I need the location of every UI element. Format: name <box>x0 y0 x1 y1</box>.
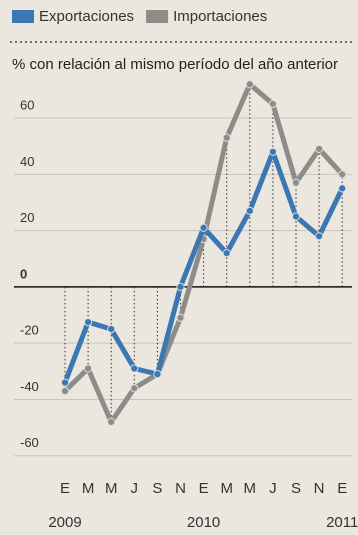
x-tick-label: M <box>82 480 95 497</box>
point <box>268 147 277 156</box>
x-tick-label: M <box>220 480 233 497</box>
point <box>176 282 185 291</box>
x-tick-label: M <box>105 480 118 497</box>
point <box>153 370 162 379</box>
point <box>338 170 347 179</box>
year-label: 2009 <box>48 514 81 531</box>
point <box>60 378 70 387</box>
point <box>291 178 301 187</box>
legend-label: Exportaciones <box>39 8 134 25</box>
point <box>130 364 139 373</box>
x-tick-label: E <box>337 480 347 497</box>
x-tick-label: J <box>131 480 139 497</box>
y-tick-label: -20 <box>20 323 39 338</box>
point <box>84 317 93 327</box>
point <box>60 386 70 396</box>
series-line <box>62 149 345 384</box>
point <box>107 417 116 427</box>
series-line <box>63 81 345 425</box>
point <box>315 144 324 154</box>
point <box>84 364 93 373</box>
point <box>338 184 347 193</box>
point <box>176 313 185 322</box>
point <box>291 212 301 221</box>
year-label: 2010 <box>187 514 220 531</box>
year-label: 2011 <box>326 514 358 531</box>
point <box>199 223 208 232</box>
x-tick-label: N <box>314 480 325 497</box>
x-tick-label: S <box>152 480 162 497</box>
y-tick-label: 60 <box>20 97 34 112</box>
y-tick-label: -40 <box>20 379 39 394</box>
legend-swatch <box>12 10 34 23</box>
x-tick-label: S <box>291 480 301 497</box>
y-tick-label: -60 <box>20 435 39 450</box>
x-tick-label: E <box>199 480 209 497</box>
y-tick-label: 0 <box>20 266 27 281</box>
point <box>245 80 254 89</box>
point <box>268 99 277 109</box>
y-tick-label: 20 <box>20 210 34 225</box>
x-tick-label: J <box>269 480 277 497</box>
point <box>245 206 254 215</box>
y-axis-label: % con relación al mismo período del año … <box>12 56 339 73</box>
point <box>130 384 139 393</box>
y-tick-label: 40 <box>20 154 34 169</box>
x-tick-label: N <box>175 480 186 497</box>
point <box>315 232 324 241</box>
point <box>222 133 231 142</box>
point <box>107 325 116 334</box>
legend-swatch <box>146 10 169 23</box>
x-tick-label: M <box>244 480 257 497</box>
x-tick-label: E <box>60 480 70 497</box>
legend-label: Importaciones <box>173 8 267 25</box>
point <box>222 249 231 258</box>
